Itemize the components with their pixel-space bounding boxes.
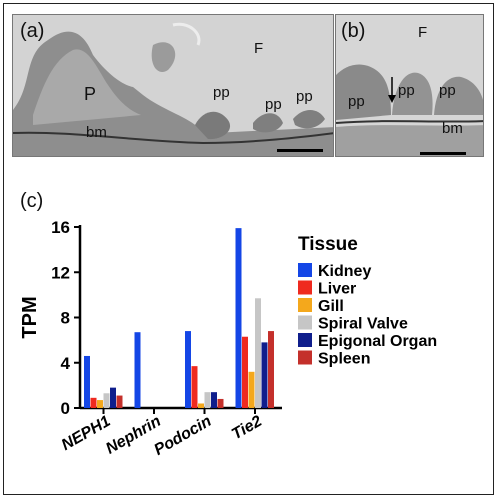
bar-gill-podocin bbox=[198, 403, 204, 408]
panel-c-letter: (c) bbox=[20, 190, 44, 212]
micrograph-a bbox=[12, 14, 334, 157]
y-tick-label: 4 bbox=[61, 354, 71, 373]
legend-label: Spiral Valve bbox=[318, 316, 408, 333]
panel-a-label-pp3: pp bbox=[296, 88, 313, 105]
panel-a-label-P: P bbox=[84, 84, 97, 104]
legend-swatch bbox=[298, 280, 312, 295]
micrograph-b bbox=[335, 14, 484, 157]
bar-spleen-podocin bbox=[217, 398, 224, 408]
legend-label: Liver bbox=[318, 281, 356, 298]
legend-swatch bbox=[298, 315, 312, 330]
bar-epigonal-organ-neph1 bbox=[110, 387, 116, 408]
legend-swatch bbox=[298, 263, 312, 277]
micrograph-b-image bbox=[336, 15, 483, 156]
bar-kidney-neph1 bbox=[84, 355, 90, 408]
bar-epigonal-organ-podocin bbox=[211, 392, 217, 408]
y-tick-label: 16 bbox=[51, 218, 70, 237]
y-axis-label: TPM bbox=[19, 296, 41, 338]
panel-a-label-pp1: pp bbox=[213, 84, 230, 101]
y-tick-label: 0 bbox=[61, 399, 70, 418]
bar-spiral-valve-podocin bbox=[204, 392, 211, 408]
bar-spleen-neph1 bbox=[116, 395, 123, 408]
micrograph-a-image bbox=[13, 15, 333, 156]
panel-b-label-pp1: pp bbox=[348, 93, 365, 110]
panel-b-label-pp3: pp bbox=[439, 82, 456, 99]
legend-title: Tissue bbox=[298, 234, 358, 255]
legend-label: Spleen bbox=[318, 351, 370, 368]
legend-swatch bbox=[298, 298, 312, 312]
y-tick-label: 12 bbox=[51, 263, 70, 282]
panel-b-letter: (b) bbox=[341, 20, 366, 42]
panel-a-letter: (a) bbox=[20, 20, 45, 42]
x-tick-label: Podocin bbox=[151, 413, 214, 459]
legend-swatch bbox=[298, 350, 312, 365]
bar-kidney-podocin bbox=[185, 331, 191, 408]
bar-liver-podocin bbox=[191, 366, 198, 408]
x-tick-label: Tie2 bbox=[229, 413, 265, 444]
bar-spiral-valve-tie2 bbox=[255, 298, 261, 408]
bar-liver-neph1 bbox=[90, 397, 97, 408]
legend-label: Kidney bbox=[318, 263, 371, 280]
panel-a-label-bm: bm bbox=[86, 124, 107, 141]
bar-gill-tie2 bbox=[248, 371, 255, 408]
legend-label: Gill bbox=[318, 298, 344, 315]
bar-gill-neph1 bbox=[97, 400, 103, 408]
bar-spleen-tie2 bbox=[268, 331, 274, 408]
legend-label: Epigonal Organ bbox=[318, 333, 437, 350]
panel-b-label-pp2: pp bbox=[398, 82, 415, 99]
bar-epigonal-organ-tie2 bbox=[261, 342, 268, 408]
bar-kidney-nephrin bbox=[134, 332, 141, 408]
panel-a-label-F: F bbox=[254, 40, 264, 57]
legend-swatch bbox=[298, 333, 312, 347]
panel-b-label-bm: bm bbox=[442, 120, 463, 137]
bar-kidney-tie2 bbox=[235, 228, 242, 408]
chart-panel-c: 0 4 8 12 16 TPM NEPH1 Nephrin Podocin Tie2 Tissue K… bbox=[0, 180, 499, 490]
bar-spiral-valve-neph1 bbox=[103, 393, 110, 408]
panel-b-label-F: F bbox=[418, 24, 428, 41]
y-tick-label: 8 bbox=[61, 309, 70, 328]
panel-a-label-pp2: pp bbox=[265, 96, 282, 113]
bar-liver-tie2 bbox=[242, 336, 248, 408]
